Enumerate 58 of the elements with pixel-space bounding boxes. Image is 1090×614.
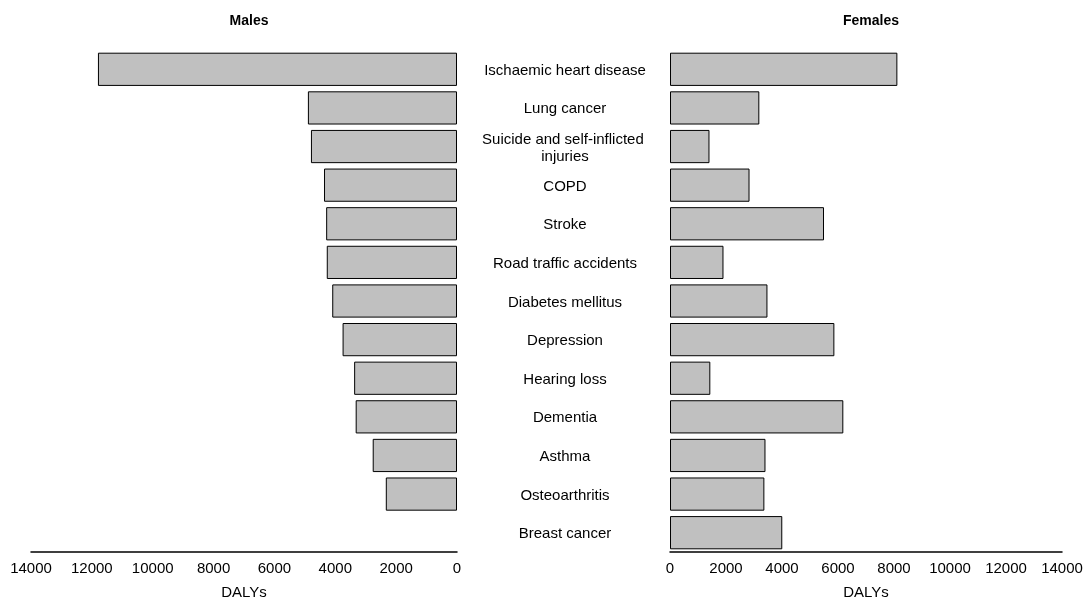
bar (670, 516, 783, 550)
bar (372, 438, 457, 473)
bar (324, 168, 457, 202)
x-axis-title: DALYs (843, 583, 889, 600)
bar (670, 91, 760, 125)
chart-title: Males (229, 12, 269, 28)
x-tick-label: 4000 (318, 559, 352, 576)
x-tick-label: 12000 (71, 559, 113, 576)
bar (97, 52, 457, 86)
bar (355, 400, 457, 434)
x-tick-label: 12000 (985, 559, 1027, 576)
x-tick-label: 10000 (131, 559, 174, 576)
bar (670, 438, 766, 473)
bar (332, 284, 457, 318)
y-tick-label: Ischaemic heart disease (484, 60, 646, 78)
x-tick-label: 8000 (196, 559, 231, 576)
x-tick-label: 14000 (10, 559, 52, 576)
bar (310, 129, 457, 164)
bar (326, 245, 457, 279)
bar (670, 52, 898, 86)
bar (670, 129, 710, 164)
bar (670, 323, 835, 357)
x-tick-label: 0 (452, 559, 462, 576)
bar (670, 361, 711, 395)
bar (670, 207, 824, 241)
x-tick-label: 6000 (821, 559, 855, 576)
y-tick-label: Diabetes mellitus (507, 292, 623, 310)
x-tick-label: 2000 (709, 559, 743, 576)
x-tick-label: 0 (665, 559, 675, 576)
y-tick-label: Stroke (543, 215, 587, 233)
y-tick-label: Suicide and self-inflicted injuries (482, 129, 648, 164)
bar (670, 477, 765, 511)
y-tick-label: COPD (543, 176, 587, 194)
bar (670, 168, 750, 202)
x-tick-label: 10000 (929, 559, 971, 576)
bar (342, 323, 457, 357)
bar (307, 91, 457, 125)
y-tick-label: Asthma (539, 446, 592, 464)
chart-title: Females (842, 12, 900, 28)
x-tick-label: 6000 (257, 559, 292, 576)
y-tick-label: Road traffic accidents (493, 253, 637, 271)
bar (385, 477, 457, 511)
bar (670, 400, 844, 434)
x-tick-label: 2000 (379, 559, 413, 576)
y-tick-label: Hearing loss (523, 369, 607, 387)
y-tick-label: Osteoarthritis (520, 485, 610, 503)
bar (326, 207, 457, 241)
y-tick-label: Depression (527, 331, 603, 349)
y-tick-label: Dementia (532, 408, 598, 426)
x-tick-label: 14000 (1041, 559, 1083, 576)
bar (670, 284, 768, 318)
y-tick-label: Lung cancer (523, 99, 607, 117)
x-axis-title: DALYs (221, 583, 267, 600)
bar (670, 245, 724, 279)
y-tick-label: Breast cancer (518, 524, 612, 542)
x-tick-label: 8000 (877, 559, 911, 576)
x-tick-label: 4000 (765, 559, 799, 576)
bar (354, 361, 457, 395)
